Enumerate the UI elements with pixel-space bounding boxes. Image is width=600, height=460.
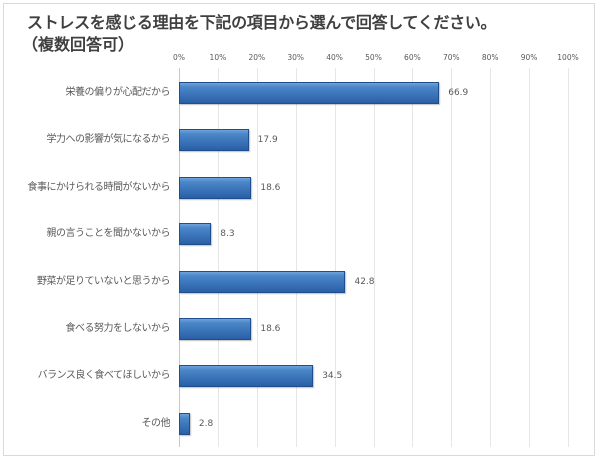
bar	[179, 365, 314, 387]
x-tick-label: 50%	[365, 53, 382, 62]
value-label: 42.8	[354, 277, 375, 287]
chart-title: ストレスを感じる理由を下記の項目から選んで回答してください。	[27, 13, 497, 32]
x-tick-label: 90%	[520, 53, 538, 62]
x-tick-label: 30%	[287, 53, 305, 62]
gridline	[217, 68, 219, 447]
bar-row: 学力への影響が気になるから 17.9	[0, 128, 600, 152]
bar	[179, 223, 212, 245]
bar-row: 食事にかけられる時間がないから 18.6	[0, 176, 600, 200]
bar-row: 野菜が足りていないと思うから 42.8	[0, 270, 600, 294]
value-label: 18.6	[260, 324, 281, 334]
x-tick-label: 70%	[442, 53, 460, 62]
bar-row: 栄養の偏りが心配だから 66.9	[0, 81, 600, 105]
plot-area	[179, 68, 569, 447]
value-label: 34.5	[322, 371, 343, 381]
x-tick-label: 40%	[326, 53, 343, 62]
gridline	[295, 68, 297, 447]
bar	[179, 271, 346, 293]
chart-subtitle: （複数回答可）	[22, 35, 135, 54]
bar	[179, 82, 440, 104]
bar-row: 食べる努力をしないから 18.6	[0, 317, 600, 341]
bar-row: バランス良く食べてほしいから 34.5	[0, 364, 600, 388]
gridline	[490, 68, 492, 447]
value-label: 66.9	[448, 88, 469, 98]
value-label: 17.9	[257, 135, 278, 145]
gridline	[451, 68, 453, 447]
value-label: 18.6	[260, 183, 281, 193]
category-label: 野菜が足りていないと思うから	[37, 276, 171, 287]
category-label: 親の言うことを聞かないから	[46, 228, 171, 239]
category-label: 栄養の偏りが心配だから	[65, 87, 171, 98]
x-tick-label: 80%	[481, 53, 499, 62]
category-label: 食事にかけられる時間がないから	[27, 182, 171, 193]
bar	[179, 318, 252, 340]
bar	[179, 177, 252, 199]
x-tick-label: 10%	[209, 53, 227, 62]
category-label: 学力への影響が気になるから	[46, 134, 171, 145]
gridline	[568, 68, 569, 447]
x-tick-label: 20%	[248, 53, 266, 62]
gridline	[334, 68, 336, 447]
gridline	[373, 68, 375, 447]
x-tick-label: 60%	[404, 53, 421, 62]
x-tick-label: 100%	[557, 53, 579, 62]
category-label: バランス良く食べてほしいから	[37, 370, 171, 381]
gridline	[529, 68, 531, 447]
gridline	[179, 68, 180, 447]
bar-row: その他 2.8	[0, 412, 600, 436]
value-label: 2.8	[198, 419, 214, 429]
category-label: 食べる努力をしないから	[65, 323, 171, 334]
bar	[179, 413, 190, 435]
bar	[179, 129, 249, 151]
category-label: その他	[141, 418, 171, 429]
bar-row: 親の言うことを聞かないから 8.3	[0, 222, 600, 246]
x-tick-label: 0%	[173, 53, 185, 62]
gridline	[256, 68, 258, 447]
gridline	[412, 68, 414, 447]
value-label: 8.3	[220, 229, 235, 239]
